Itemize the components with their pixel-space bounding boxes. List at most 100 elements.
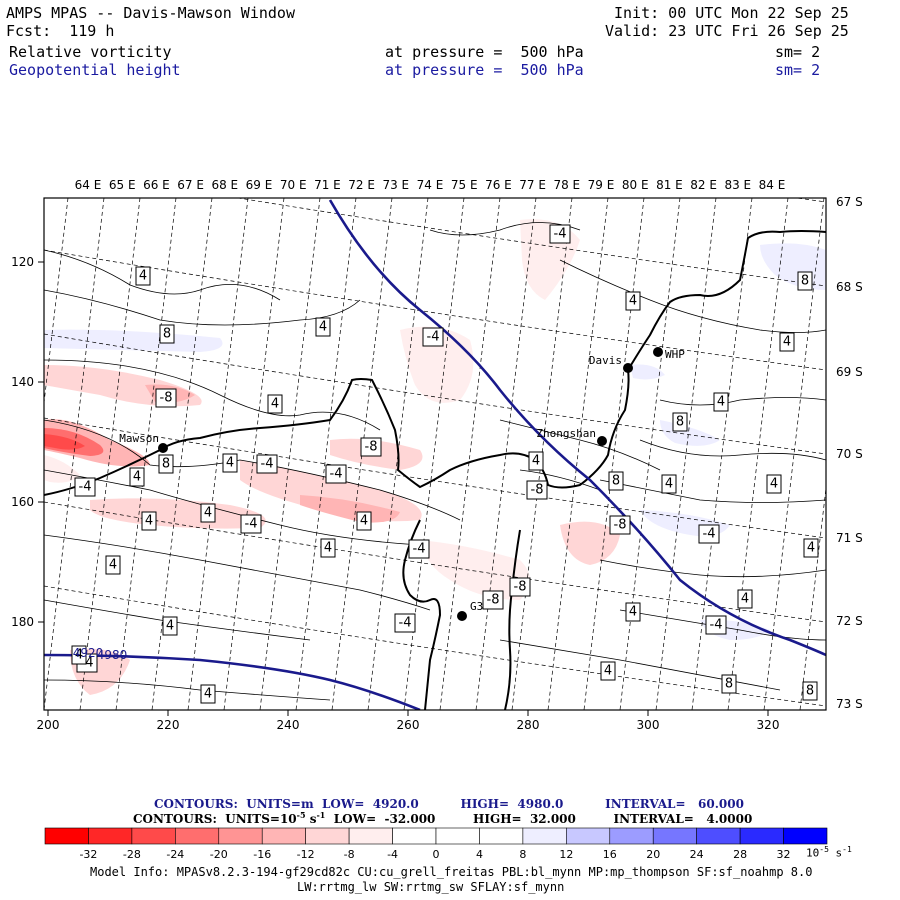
contour-label: 4 (661, 474, 677, 494)
longitude-label: 78 E (553, 178, 580, 192)
longitude-label: 75 E (451, 178, 478, 192)
colorbar-swatch (739, 827, 784, 845)
svg-text:-4: -4 (703, 527, 716, 542)
svg-text:4: 4 (139, 269, 147, 284)
meridian-line (151, 198, 213, 710)
svg-text:8: 8 (801, 274, 809, 289)
svg-text:4: 4 (109, 558, 117, 573)
colorbar-label: 24 (690, 848, 704, 861)
model-info-line1: Model Info: MPASv8.2.3-194-gf29cd82c CU:… (90, 865, 813, 879)
x-tick-label: 280 (517, 718, 540, 732)
meridian-line (331, 198, 393, 710)
station-marker (457, 611, 467, 621)
contour-label: 4 (162, 616, 178, 636)
meridian-line (763, 198, 825, 710)
svg-text:4: 4 (133, 470, 141, 485)
svg-text:-4: -4 (710, 618, 723, 633)
svg-text:4: 4 (226, 456, 234, 471)
contour-label: 4 (625, 291, 641, 311)
meridian-line (187, 198, 249, 710)
svg-text:4: 4 (665, 477, 673, 492)
meridian-line (655, 198, 717, 710)
colorbar-swatch (175, 827, 220, 845)
longitude-label: 84 E (759, 178, 786, 192)
contour-label: 4 (315, 317, 331, 337)
contour-label: 4 (141, 511, 157, 531)
x-axis: 200 220 240 260 280 300 320 (37, 710, 779, 732)
svg-text:-4: -4 (79, 480, 92, 495)
contour-label: -8 (526, 480, 548, 500)
colorbar-swatch (305, 827, 350, 845)
contour-label: -8 (155, 388, 177, 408)
contour-label: 4 (129, 467, 145, 487)
latlon-grid (44, 198, 900, 710)
meridian-line (583, 198, 645, 710)
svg-text:-4: -4 (245, 517, 258, 532)
meridian-line (295, 198, 357, 710)
x-tick-label: 300 (637, 718, 660, 732)
latitude-labels: 67 S 68 S 69 S 70 S 71 S 72 S 73 S (836, 195, 863, 711)
contour-label: 8 (797, 271, 813, 291)
station-label: Zhongshan (536, 427, 596, 440)
svg-text:-4: -4 (413, 542, 426, 557)
field2-smoothing: sm= 2 (775, 61, 821, 79)
svg-text:4: 4 (360, 514, 368, 529)
svg-text:4: 4 (324, 541, 332, 556)
contour-label: -8 (360, 437, 382, 457)
station-marker (597, 436, 607, 446)
contour-label: 4 (135, 266, 151, 286)
longitude-label: 81 E (656, 178, 683, 192)
colorbar-swatch (392, 827, 437, 845)
svg-text:4: 4 (629, 605, 637, 620)
station-label: Mawson (119, 432, 159, 445)
field1-name: Relative vorticity (9, 43, 172, 61)
meridian-line (44, 198, 105, 710)
longitude-label: 71 E (314, 178, 341, 192)
svg-text:4: 4 (770, 477, 778, 492)
colorbar-label: -32 (79, 848, 97, 861)
coastline (44, 230, 826, 710)
svg-text:4: 4 (741, 592, 749, 607)
y-tick-label: 140 (11, 375, 34, 389)
svg-text:8: 8 (725, 677, 733, 692)
svg-text:4: 4 (319, 320, 327, 335)
contour-label: 4 (356, 511, 372, 531)
height-contour-label: 4980 (97, 648, 128, 662)
svg-text:8: 8 (676, 415, 684, 430)
colorbar-swatch (479, 827, 524, 845)
meridian-line (439, 198, 501, 710)
contour-label: 4 (222, 453, 238, 473)
svg-text:4: 4 (145, 514, 153, 529)
colorbar-label: -16 (253, 848, 271, 861)
svg-text:4: 4 (783, 335, 791, 350)
colorbar-swatch (609, 827, 654, 845)
colorbar-label: 0 (433, 848, 440, 861)
contour-label: -8 (509, 577, 531, 597)
contour-label: 4 (267, 394, 283, 414)
longitude-label: 64 E (75, 178, 102, 192)
plot-area: 4 4 4 4 4 4 4 4 4 4 4 4 4 4 4 4 4 4 4 8 8 8 8 8 8 8 -4 -4 -4 -4 -4 -4 -4… (44, 198, 900, 710)
colorbar-swatch (522, 827, 567, 845)
svg-text:-4: -4 (399, 616, 412, 631)
contour-label: 8 (672, 412, 688, 432)
meridian-line (872, 198, 900, 710)
contour-label: -4 (74, 477, 96, 497)
parallel-line (236, 198, 826, 287)
contour-label: 4 (71, 645, 87, 665)
colorbar-swatch (261, 827, 306, 845)
longitude-label: 67 E (177, 178, 204, 192)
svg-text:8: 8 (806, 684, 814, 699)
height-contour-label: 4920 (73, 646, 104, 660)
meridian-line (115, 198, 177, 710)
svg-text:-4: -4 (427, 330, 440, 345)
svg-text:8: 8 (163, 327, 171, 342)
colorbar-swatch (348, 827, 393, 845)
station-label: G3 (470, 600, 483, 613)
y-tick-label: 180 (11, 615, 34, 629)
colorbar-swatch (783, 827, 828, 845)
height-contour-info: CONTOURS: UNITS=m LOW= 4920.0 HIGH= 4980… (154, 797, 744, 811)
meridian-line (223, 198, 285, 710)
field1-level: at pressure = 500 hPa (385, 43, 584, 61)
field1-smoothing: sm= 2 (775, 43, 821, 61)
colorbar-label: 32 (777, 848, 791, 861)
